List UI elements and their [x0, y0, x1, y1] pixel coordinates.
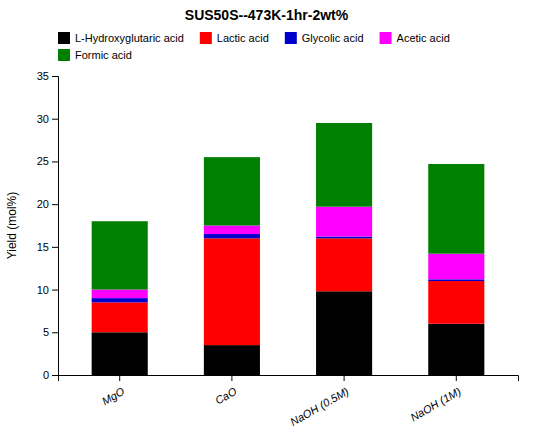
bar — [92, 221, 148, 289]
axis-line — [59, 376, 519, 382]
x-tick-label: NaOH (1M) — [408, 385, 463, 424]
bar — [316, 237, 372, 239]
y-tick: 30 — [37, 113, 58, 125]
axis-line — [52, 77, 59, 376]
bar — [316, 291, 372, 375]
series — [92, 291, 485, 375]
y-tick-mark — [52, 119, 58, 120]
bar — [204, 226, 260, 235]
legend-label: L-Hydroxyglutaric acid — [75, 32, 184, 44]
legend-swatch — [380, 32, 392, 44]
x-tick-label: MgO — [100, 385, 127, 408]
legend-label: Formic acid — [75, 49, 132, 61]
legend-swatch — [58, 49, 70, 61]
y-tick-label: 35 — [37, 70, 49, 82]
y-tick-mark — [52, 290, 58, 291]
x-tick: MgO — [100, 375, 127, 407]
x-tick-mark — [119, 375, 120, 381]
x-tick-mark — [231, 375, 232, 381]
bar — [428, 281, 484, 324]
y-tick-label: 5 — [43, 326, 49, 338]
legend-item: Formic acid — [58, 49, 132, 61]
series — [92, 234, 485, 302]
x-tick-label: CaO — [213, 385, 239, 407]
y-tick: 20 — [37, 198, 58, 210]
bar — [92, 302, 148, 332]
series — [92, 207, 485, 298]
x-tick: CaO — [213, 375, 239, 407]
bar — [428, 324, 484, 375]
y-tick-label: 15 — [37, 241, 49, 253]
y-tick: 0 — [43, 369, 58, 381]
legend-swatch — [285, 32, 297, 44]
bar — [92, 298, 148, 302]
legend-label: Lactic acid — [217, 32, 269, 44]
bar — [92, 332, 148, 375]
legend-item: Glycolic acid — [285, 32, 364, 44]
plot: 0 5 10 15 20 25 30 35 MgO CaO NaOH (0.5M) NaOH (1M) — [37, 70, 519, 428]
y-tick: 10 — [37, 284, 58, 296]
legend-item: Acetic acid — [380, 32, 450, 44]
legend-label: Acetic acid — [397, 32, 450, 44]
y-tick-label: 10 — [37, 284, 49, 296]
y-tick-label: 20 — [37, 198, 49, 210]
legend-item: L-Hydroxyglutaric acid — [58, 32, 184, 44]
y-tick-mark — [52, 76, 58, 77]
y-axis-title: Yield (mol%) — [5, 192, 19, 260]
y-tick: 25 — [37, 155, 58, 167]
y-axis: 0 5 10 15 20 25 30 35 — [37, 70, 59, 381]
series — [92, 123, 485, 290]
x-tick-mark — [344, 375, 345, 381]
legend-swatch — [58, 32, 70, 44]
x-tick-label: NaOH (0.5M) — [288, 385, 351, 428]
y-tick-label: 30 — [37, 113, 49, 125]
legend: L-Hydroxyglutaric acid Lactic acid Glycoli… — [58, 32, 450, 61]
bars — [92, 123, 485, 375]
x-tick-mark — [456, 375, 457, 381]
bar — [428, 279, 484, 281]
y-tick-mark — [52, 204, 58, 205]
y-tick: 15 — [37, 241, 58, 253]
legend-item: Lactic acid — [200, 32, 269, 44]
bar — [316, 123, 372, 207]
bar — [204, 345, 260, 375]
x-tick: NaOH (1M) — [408, 375, 463, 423]
y-tick-label: 0 — [43, 369, 49, 381]
y-tick: 35 — [37, 70, 58, 82]
y-tick-mark — [52, 161, 58, 162]
title: SUS50S--473K-1hr-2wt% — [185, 7, 349, 23]
y-tick-mark — [52, 332, 58, 333]
y-tick-label: 25 — [37, 155, 49, 167]
legend-swatch — [200, 32, 212, 44]
bar — [204, 234, 260, 238]
x-tick: NaOH (0.5M) — [288, 375, 351, 428]
y-tick: 5 — [43, 326, 58, 338]
bar — [316, 207, 372, 237]
bar — [428, 164, 484, 254]
bar — [204, 157, 260, 225]
chart: SUS50S--473K-1hr-2wt%L-Hydroxyglutaric a… — [0, 0, 533, 437]
bar — [204, 238, 260, 345]
bar — [316, 238, 372, 291]
x-axis: MgO CaO NaOH (0.5M) NaOH (1M) — [59, 375, 519, 428]
y-tick-mark — [52, 375, 58, 376]
series — [92, 238, 485, 345]
bar — [92, 290, 148, 299]
y-tick-mark — [52, 247, 58, 248]
bar — [428, 254, 484, 280]
legend-label: Glycolic acid — [302, 32, 364, 44]
